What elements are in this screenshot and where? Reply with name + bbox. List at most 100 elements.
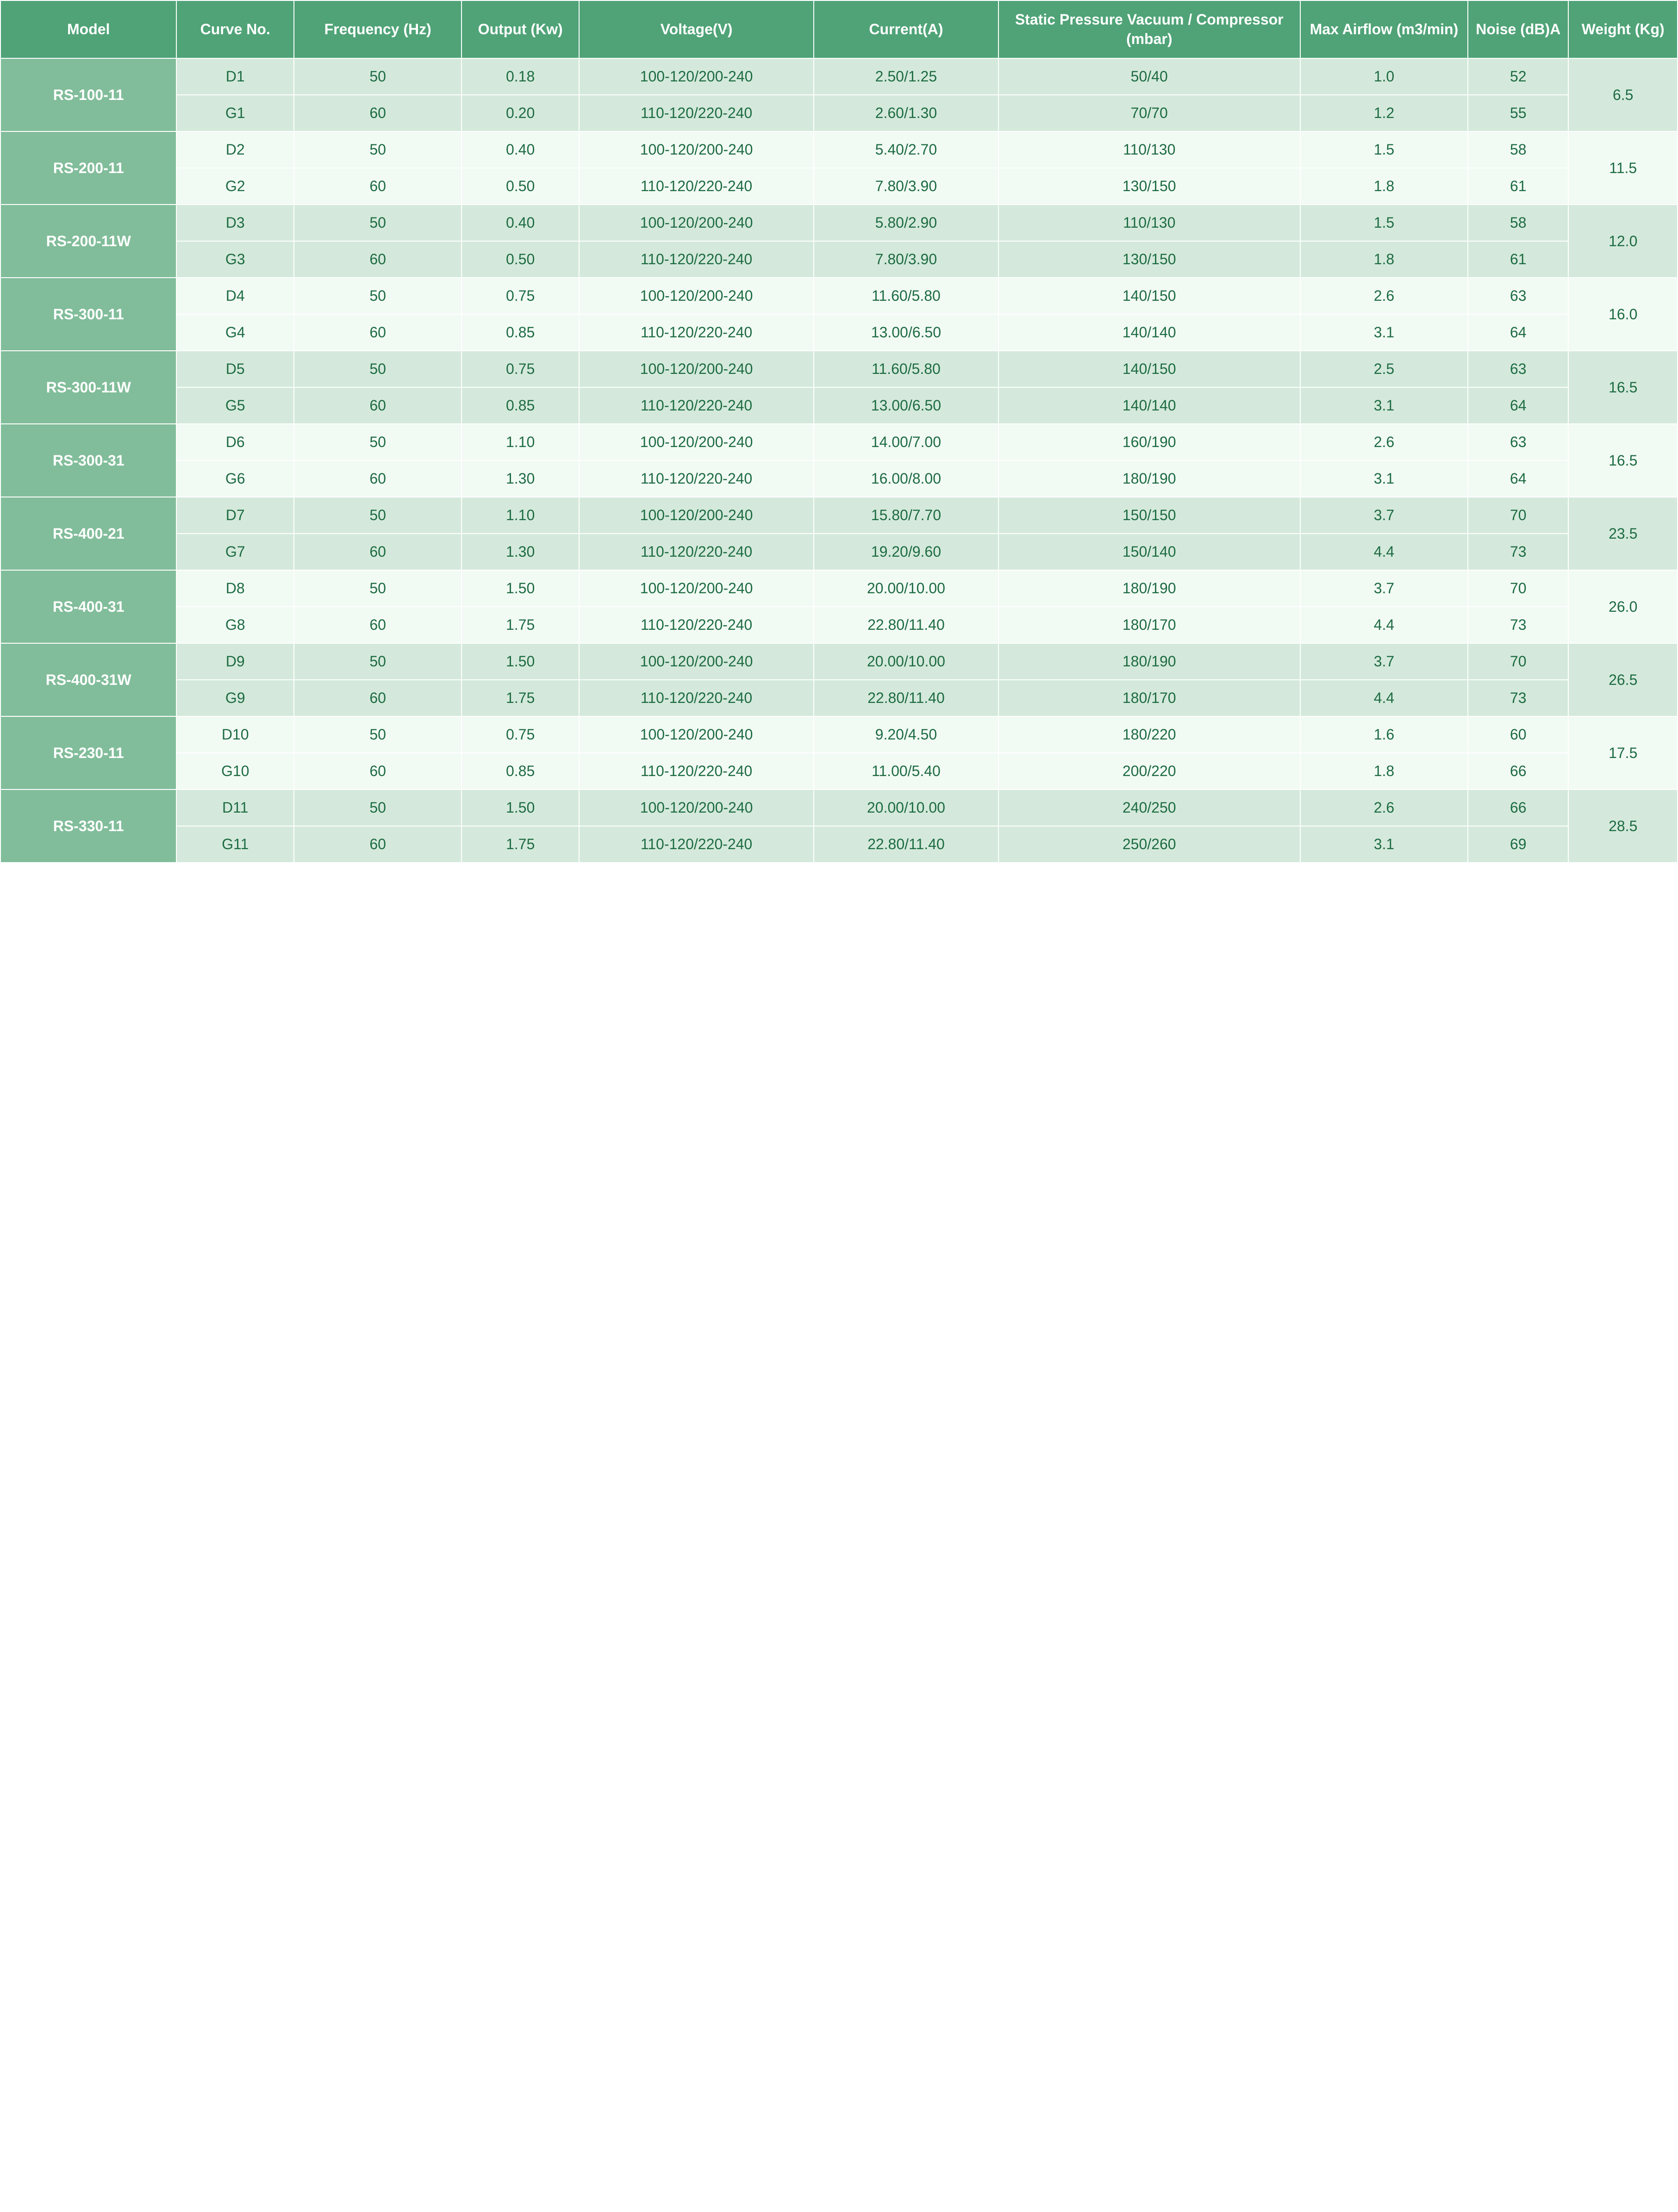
model-cell: RS-300-31 [0, 424, 176, 497]
model-cell: RS-230-11 [0, 716, 176, 789]
cell-current: 7.80/3.90 [814, 241, 998, 278]
weight-cell: 26.5 [1568, 643, 1678, 716]
cell-curve: G2 [176, 168, 294, 205]
table-row: RS-200-11D2500.40100-120/200-2405.40/2.7… [0, 131, 1678, 168]
cell-noise: 70 [1468, 497, 1568, 534]
table-row: G5600.85110-120/220-24013.00/6.50140/140… [0, 387, 1678, 424]
cell-voltage: 110-120/220-240 [579, 314, 814, 351]
table-row: G9601.75110-120/220-24022.80/11.40180/17… [0, 680, 1678, 716]
cell-freq: 60 [294, 241, 462, 278]
cell-current: 20.00/10.00 [814, 789, 998, 826]
cell-curve: D11 [176, 789, 294, 826]
cell-noise: 58 [1468, 131, 1568, 168]
cell-freq: 50 [294, 351, 462, 387]
cell-voltage: 100-120/200-240 [579, 58, 814, 95]
cell-noise: 60 [1468, 716, 1568, 753]
cell-current: 13.00/6.50 [814, 314, 998, 351]
cell-airflow: 3.1 [1300, 460, 1468, 497]
header-output: Output (Kw) [462, 0, 579, 58]
cell-voltage: 100-120/200-240 [579, 351, 814, 387]
table-row: RS-400-21D7501.10100-120/200-24015.80/7.… [0, 497, 1678, 534]
header-current: Current(A) [814, 0, 998, 58]
weight-cell: 17.5 [1568, 716, 1678, 789]
weight-cell: 6.5 [1568, 58, 1678, 131]
cell-airflow: 3.1 [1300, 314, 1468, 351]
cell-freq: 60 [294, 95, 462, 131]
cell-airflow: 3.7 [1300, 570, 1468, 607]
cell-noise: 63 [1468, 424, 1568, 460]
cell-airflow: 2.6 [1300, 789, 1468, 826]
weight-cell: 16.0 [1568, 278, 1678, 351]
cell-voltage: 100-120/200-240 [579, 424, 814, 460]
cell-noise: 64 [1468, 460, 1568, 497]
cell-curve: D4 [176, 278, 294, 314]
cell-freq: 60 [294, 460, 462, 497]
cell-noise: 73 [1468, 680, 1568, 716]
cell-pressure: 160/190 [998, 424, 1300, 460]
table-row: G11601.75110-120/220-24022.80/11.40250/2… [0, 826, 1678, 863]
cell-pressure: 110/130 [998, 131, 1300, 168]
cell-airflow: 1.8 [1300, 753, 1468, 789]
cell-curve: G11 [176, 826, 294, 863]
cell-freq: 60 [294, 826, 462, 863]
cell-freq: 50 [294, 716, 462, 753]
cell-noise: 66 [1468, 753, 1568, 789]
cell-voltage: 110-120/220-240 [579, 753, 814, 789]
cell-output: 1.10 [462, 497, 579, 534]
cell-current: 22.80/11.40 [814, 607, 998, 643]
cell-current: 5.40/2.70 [814, 131, 998, 168]
cell-current: 7.80/3.90 [814, 168, 998, 205]
cell-airflow: 1.8 [1300, 241, 1468, 278]
cell-current: 2.50/1.25 [814, 58, 998, 95]
cell-output: 1.75 [462, 607, 579, 643]
cell-freq: 50 [294, 643, 462, 680]
cell-current: 5.80/2.90 [814, 205, 998, 241]
cell-freq: 50 [294, 278, 462, 314]
model-cell: RS-300-11 [0, 278, 176, 351]
cell-pressure: 200/220 [998, 753, 1300, 789]
cell-airflow: 4.4 [1300, 680, 1468, 716]
cell-noise: 66 [1468, 789, 1568, 826]
cell-output: 0.50 [462, 241, 579, 278]
cell-current: 20.00/10.00 [814, 643, 998, 680]
table-row: G3600.50110-120/220-2407.80/3.90130/1501… [0, 241, 1678, 278]
cell-pressure: 140/140 [998, 387, 1300, 424]
model-cell: RS-200-11 [0, 131, 176, 205]
cell-curve: G8 [176, 607, 294, 643]
cell-noise: 61 [1468, 168, 1568, 205]
cell-pressure: 50/40 [998, 58, 1300, 95]
cell-output: 0.75 [462, 278, 579, 314]
cell-output: 1.10 [462, 424, 579, 460]
table-row: G8601.75110-120/220-24022.80/11.40180/17… [0, 607, 1678, 643]
header-freq: Frequency (Hz) [294, 0, 462, 58]
cell-pressure: 140/140 [998, 314, 1300, 351]
cell-freq: 50 [294, 58, 462, 95]
cell-output: 0.20 [462, 95, 579, 131]
cell-freq: 60 [294, 534, 462, 570]
cell-output: 0.75 [462, 716, 579, 753]
weight-cell: 16.5 [1568, 424, 1678, 497]
cell-curve: D7 [176, 497, 294, 534]
weight-cell: 28.5 [1568, 789, 1678, 863]
cell-voltage: 110-120/220-240 [579, 241, 814, 278]
cell-current: 15.80/7.70 [814, 497, 998, 534]
cell-voltage: 100-120/200-240 [579, 278, 814, 314]
cell-pressure: 240/250 [998, 789, 1300, 826]
cell-noise: 55 [1468, 95, 1568, 131]
cell-pressure: 180/190 [998, 570, 1300, 607]
cell-freq: 50 [294, 131, 462, 168]
cell-current: 20.00/10.00 [814, 570, 998, 607]
cell-pressure: 130/150 [998, 168, 1300, 205]
cell-curve: G6 [176, 460, 294, 497]
cell-voltage: 100-120/200-240 [579, 570, 814, 607]
cell-voltage: 110-120/220-240 [579, 95, 814, 131]
cell-curve: G10 [176, 753, 294, 789]
model-cell: RS-300-11W [0, 351, 176, 424]
cell-freq: 50 [294, 424, 462, 460]
table-body: RS-100-11D1500.18100-120/200-2402.50/1.2… [0, 58, 1678, 863]
cell-airflow: 4.4 [1300, 607, 1468, 643]
cell-output: 1.50 [462, 570, 579, 607]
cell-current: 11.00/5.40 [814, 753, 998, 789]
cell-noise: 61 [1468, 241, 1568, 278]
weight-cell: 11.5 [1568, 131, 1678, 205]
